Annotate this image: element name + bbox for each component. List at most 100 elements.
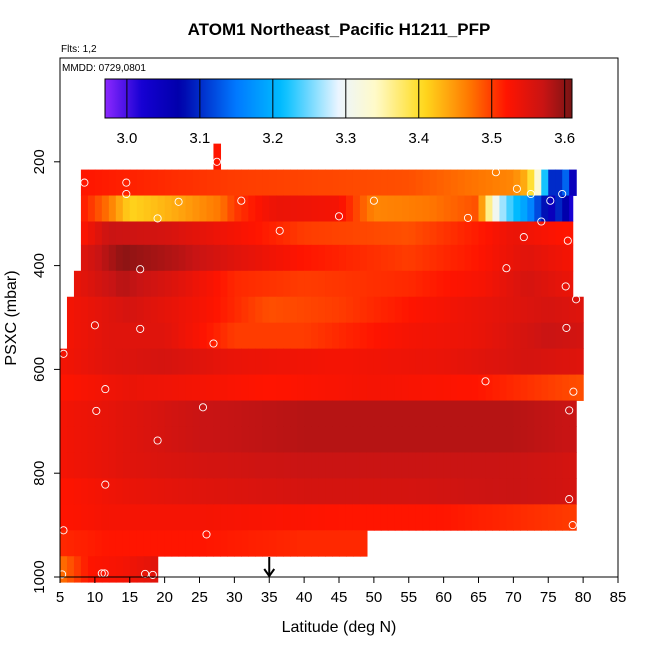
heat-cell xyxy=(339,504,347,531)
heat-cell xyxy=(443,322,452,350)
heat-cell xyxy=(150,504,159,531)
heat-cell xyxy=(234,244,242,272)
heat-cell xyxy=(401,322,410,350)
heat-cell xyxy=(94,374,103,401)
heat-cell xyxy=(157,504,166,531)
heat-cell xyxy=(373,244,382,272)
heat-cell xyxy=(443,478,452,505)
heat-cell xyxy=(436,400,445,427)
heat-cell xyxy=(548,478,556,505)
heat-cell xyxy=(115,478,124,505)
heat-cell xyxy=(241,426,249,453)
heat-cell xyxy=(339,530,347,557)
heat-cell xyxy=(422,296,431,324)
heat-cell xyxy=(318,504,326,531)
heat-cell xyxy=(422,400,431,427)
heat-cell xyxy=(345,270,354,298)
heat-cell xyxy=(122,169,131,196)
y-tick-label: 800 xyxy=(31,461,48,486)
heat-cell xyxy=(227,195,235,222)
sample-point xyxy=(562,323,571,332)
sample-point xyxy=(565,406,574,415)
heat-cell xyxy=(199,426,208,453)
heat-cell xyxy=(220,400,228,427)
heat-cell xyxy=(555,374,563,401)
heat-cell xyxy=(220,322,228,350)
heat-cell xyxy=(262,322,270,350)
heat-cell xyxy=(171,195,180,222)
heat-cell xyxy=(80,244,89,272)
heat-cell xyxy=(450,322,459,350)
heat-cell xyxy=(171,452,180,479)
heat-cell xyxy=(241,244,249,272)
heat-cell xyxy=(269,296,277,324)
heat-cell xyxy=(352,452,361,479)
sample-point xyxy=(101,385,110,394)
heat-cell xyxy=(457,426,466,453)
heat-cell xyxy=(359,296,368,324)
x-tick-label: 5 xyxy=(56,589,64,606)
heat-cell xyxy=(157,322,166,350)
heat-cell xyxy=(80,530,89,557)
heat-cell xyxy=(220,221,228,246)
heat-cell xyxy=(290,426,298,453)
heat-cell xyxy=(499,270,508,298)
heat-cell xyxy=(108,374,117,401)
heat-cell xyxy=(569,504,577,531)
heat-cell xyxy=(241,348,249,375)
heat-cell xyxy=(562,296,570,324)
heat-cell xyxy=(304,530,312,557)
heat-cell xyxy=(192,221,201,246)
heat-cell xyxy=(276,452,284,479)
heatmap-bands xyxy=(60,143,584,583)
heat-cell xyxy=(373,270,382,298)
heat-cell xyxy=(373,221,382,246)
heat-cell xyxy=(520,195,528,222)
heat-cell xyxy=(297,478,305,505)
heat-cell xyxy=(506,270,514,298)
y-axis-label: PSXC (mbar) xyxy=(3,270,20,365)
heat-cell xyxy=(206,452,215,479)
heat-cell xyxy=(87,478,96,505)
heat-cell xyxy=(178,478,187,505)
heat-cell xyxy=(359,504,368,531)
heat-cell xyxy=(443,348,452,375)
heat-cell xyxy=(541,322,549,350)
heat-cell xyxy=(492,348,501,375)
heat-cell xyxy=(297,195,305,222)
heat-cell xyxy=(283,504,291,531)
heat-cell xyxy=(234,296,242,324)
heat-cell xyxy=(136,195,145,222)
heat-cell xyxy=(478,478,487,505)
heat-cell xyxy=(401,400,410,427)
heat-cell xyxy=(87,195,96,222)
heat-cell xyxy=(87,244,96,272)
heat-cell xyxy=(136,244,145,272)
heat-cell xyxy=(485,244,494,272)
heat-cell xyxy=(206,426,215,453)
y-tick-label: 1000 xyxy=(31,560,48,593)
heat-cell xyxy=(87,348,96,375)
heat-cell xyxy=(450,478,459,505)
heat-cell xyxy=(513,322,521,350)
heat-cell xyxy=(457,374,466,401)
heat-cell xyxy=(492,244,501,272)
heat-cell xyxy=(192,400,201,427)
heat-cell xyxy=(485,452,494,479)
heat-cell xyxy=(422,504,431,531)
heat-cell xyxy=(373,400,382,427)
heat-cell xyxy=(457,221,466,246)
heat-cell xyxy=(192,452,201,479)
heat-cell xyxy=(380,348,389,375)
heat-cell xyxy=(387,452,396,479)
heat-cell xyxy=(541,195,549,222)
heat-cell xyxy=(478,374,487,401)
sample-point xyxy=(136,324,145,333)
heat-cell xyxy=(359,322,368,350)
heat-cell xyxy=(304,270,312,298)
heat-cell xyxy=(325,530,333,557)
heat-cell xyxy=(311,426,319,453)
heat-cell xyxy=(185,322,194,350)
heat-cell xyxy=(178,452,187,479)
